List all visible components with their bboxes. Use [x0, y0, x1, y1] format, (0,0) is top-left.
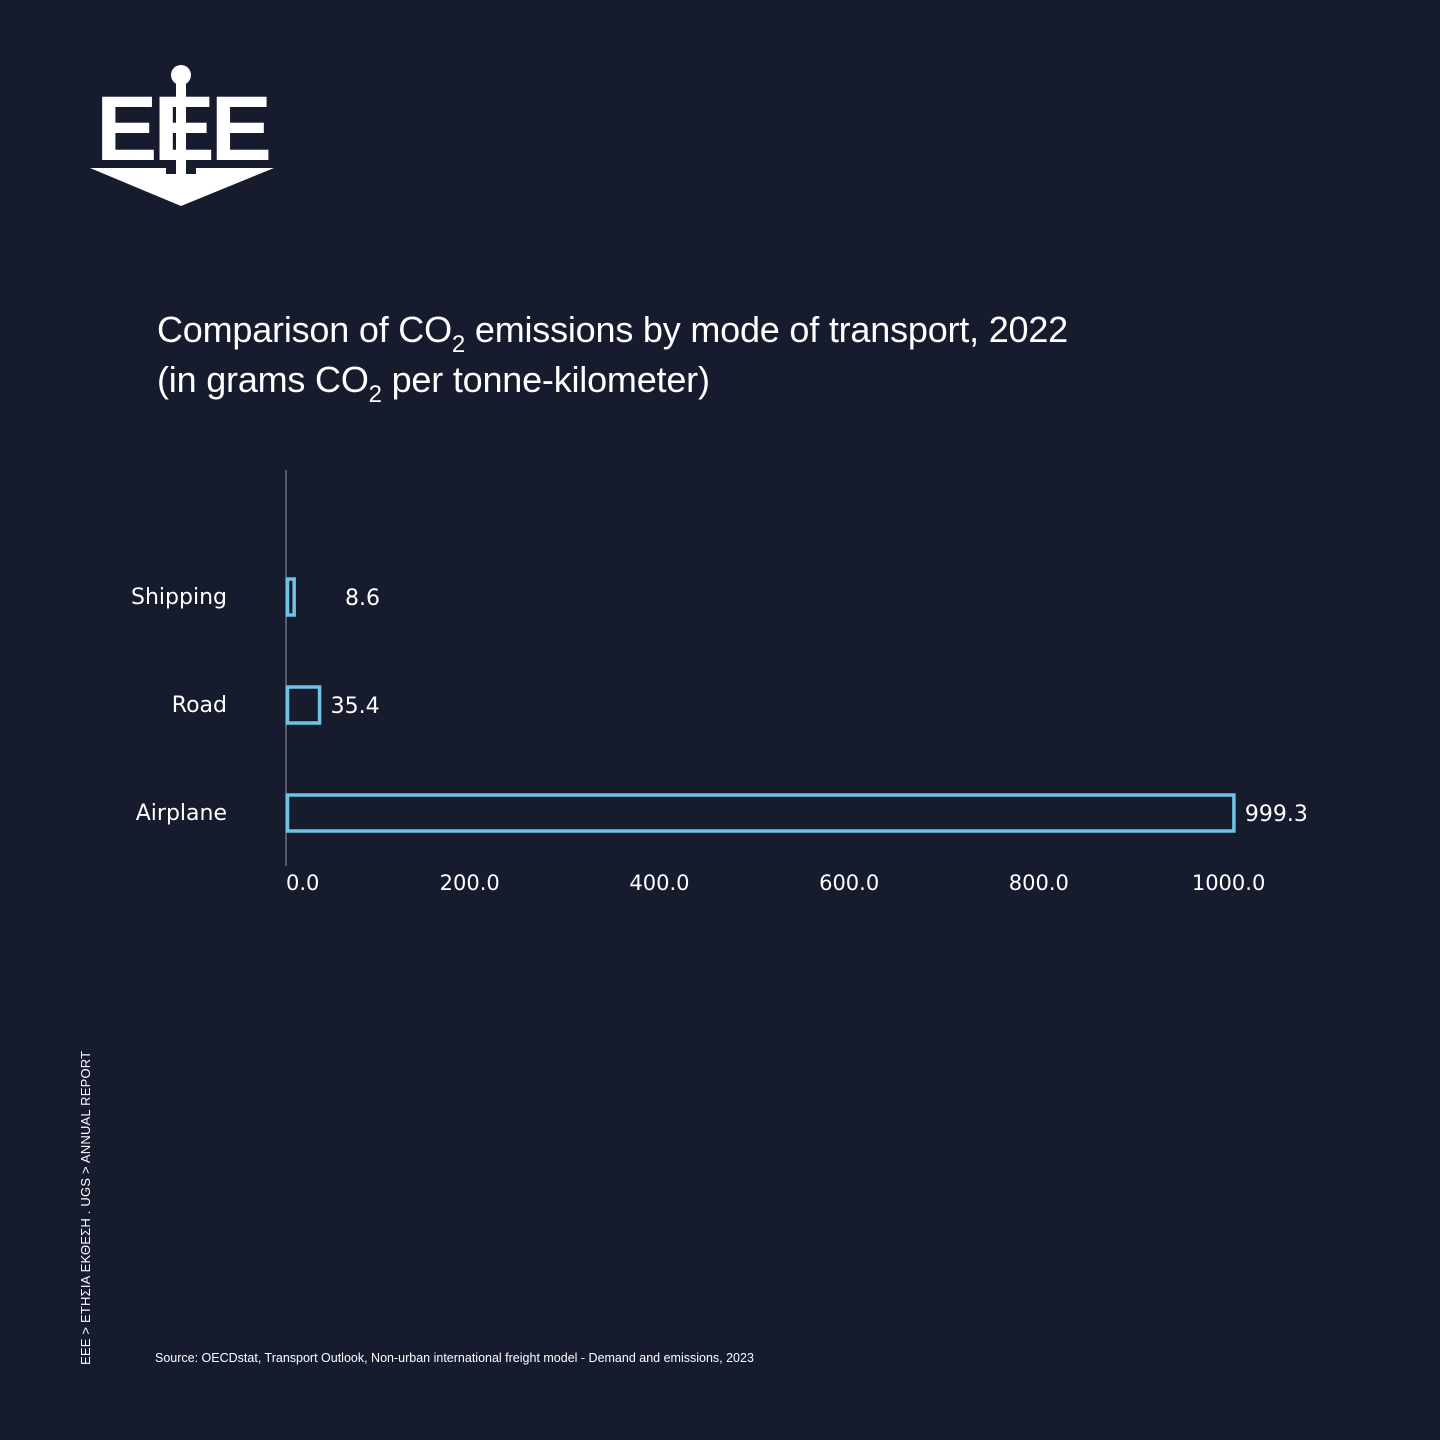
- value-label-road: 35.4: [331, 694, 380, 719]
- logo-anchor-stem-lower: [176, 162, 186, 184]
- x-tick-label: 200.0: [440, 871, 500, 895]
- x-tick-label: 800.0: [1009, 871, 1069, 895]
- logo-anchor-ring: [171, 65, 191, 85]
- title-line-1: Comparison of CO2 emissions by mode of t…: [157, 309, 1068, 358]
- title-line-2: (in grams CO2 per tonne-kilometer): [157, 359, 710, 408]
- category-label-airplane: Airplane: [136, 801, 227, 826]
- report-side-label: EEE > ΕΤΗΣΙΑ ΕΚΘΕΣΗ . UGS > ANNUAL REPOR…: [78, 1050, 93, 1365]
- eee-anchor-logo: EEE: [90, 65, 274, 206]
- logo-anchor-fluke: [90, 168, 274, 206]
- x-tick-label: 0.0: [286, 871, 319, 895]
- chart-title: Comparison of CO2 emissions by mode of t…: [157, 305, 1068, 408]
- category-label-shipping: Shipping: [131, 585, 227, 610]
- x-tick-label: 600.0: [819, 871, 879, 895]
- value-label-shipping: 8.6: [345, 586, 380, 611]
- x-tick-label: 1000.0: [1192, 871, 1265, 895]
- bar-shipping: [285, 577, 296, 617]
- source-note: Source: OECDstat, Transport Outlook, Non…: [155, 1351, 754, 1365]
- value-label-airplane: 999.3: [1245, 802, 1308, 827]
- category-label-road: Road: [172, 693, 227, 718]
- bar-road: [285, 685, 322, 725]
- bar-airplane: [285, 793, 1236, 833]
- logo-anchor-stem: [176, 82, 186, 174]
- x-tick-label: 400.0: [629, 871, 689, 895]
